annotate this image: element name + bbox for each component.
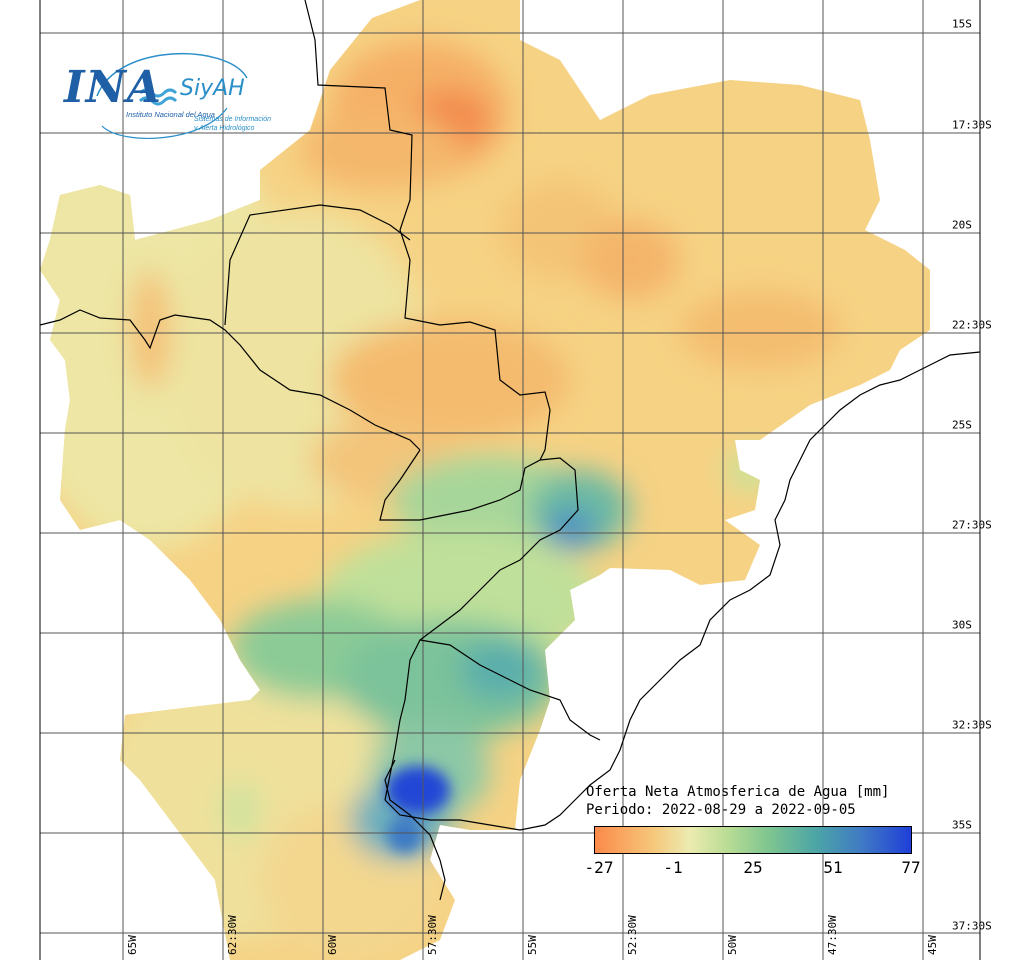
lon-label: 47:30W [826,915,839,955]
legend-colorbar [594,826,912,854]
lon-label: 55W [526,935,539,955]
lat-label: 25S [952,418,972,432]
lat-label: 32:30S [952,718,992,732]
logo-institution-text: Instituto Nacional del Agua [126,110,215,119]
lon-label: 45W [926,935,939,955]
lon-label: 50W [726,935,739,955]
lat-label: 22:30S [952,318,992,332]
lat-label: 27:30S [952,518,992,532]
lon-label: 57:30W [426,915,439,955]
lon-label: 65W [126,935,139,955]
logo-ina-text: INA [64,62,162,113]
lon-label: 52:30W [626,915,639,955]
lon-label: 60W [326,935,339,955]
lon-label: 62:30W [226,915,239,955]
lat-lon-grid [40,0,980,960]
logo-siyah-text: SiyAH [180,76,245,101]
legend-title: Oferta Neta Atmosferica de Agua [mm] [586,784,890,800]
legend-tick-label: 51 [823,858,843,877]
legend-tick-label: 25 [743,858,763,877]
ina-siyah-logo: INA SiyAH Instituto Nacional del Agua Si… [62,48,272,143]
lat-label: 15S [952,17,972,31]
lat-label: 37:30S [952,919,992,933]
legend-period: Periodo: 2022-08-29 a 2022-09-05 [586,802,856,818]
legend-tick-label: -27 [584,858,614,877]
legend-tick-label: -1 [663,858,683,877]
logo-system-line2: y Alerta Hidrológico [194,125,255,132]
map-frame [39,0,981,960]
legend-tick-label: 77 [901,858,921,877]
logo-swoosh-icon [96,52,248,139]
lat-label: 35S [952,818,972,832]
lat-label: 20S [952,218,972,232]
lat-label: 30S [952,618,972,632]
logo-system-line1: Sistemas de Información [194,116,272,123]
country-borders [39,0,981,901]
lat-label: 17:30S [952,118,992,132]
